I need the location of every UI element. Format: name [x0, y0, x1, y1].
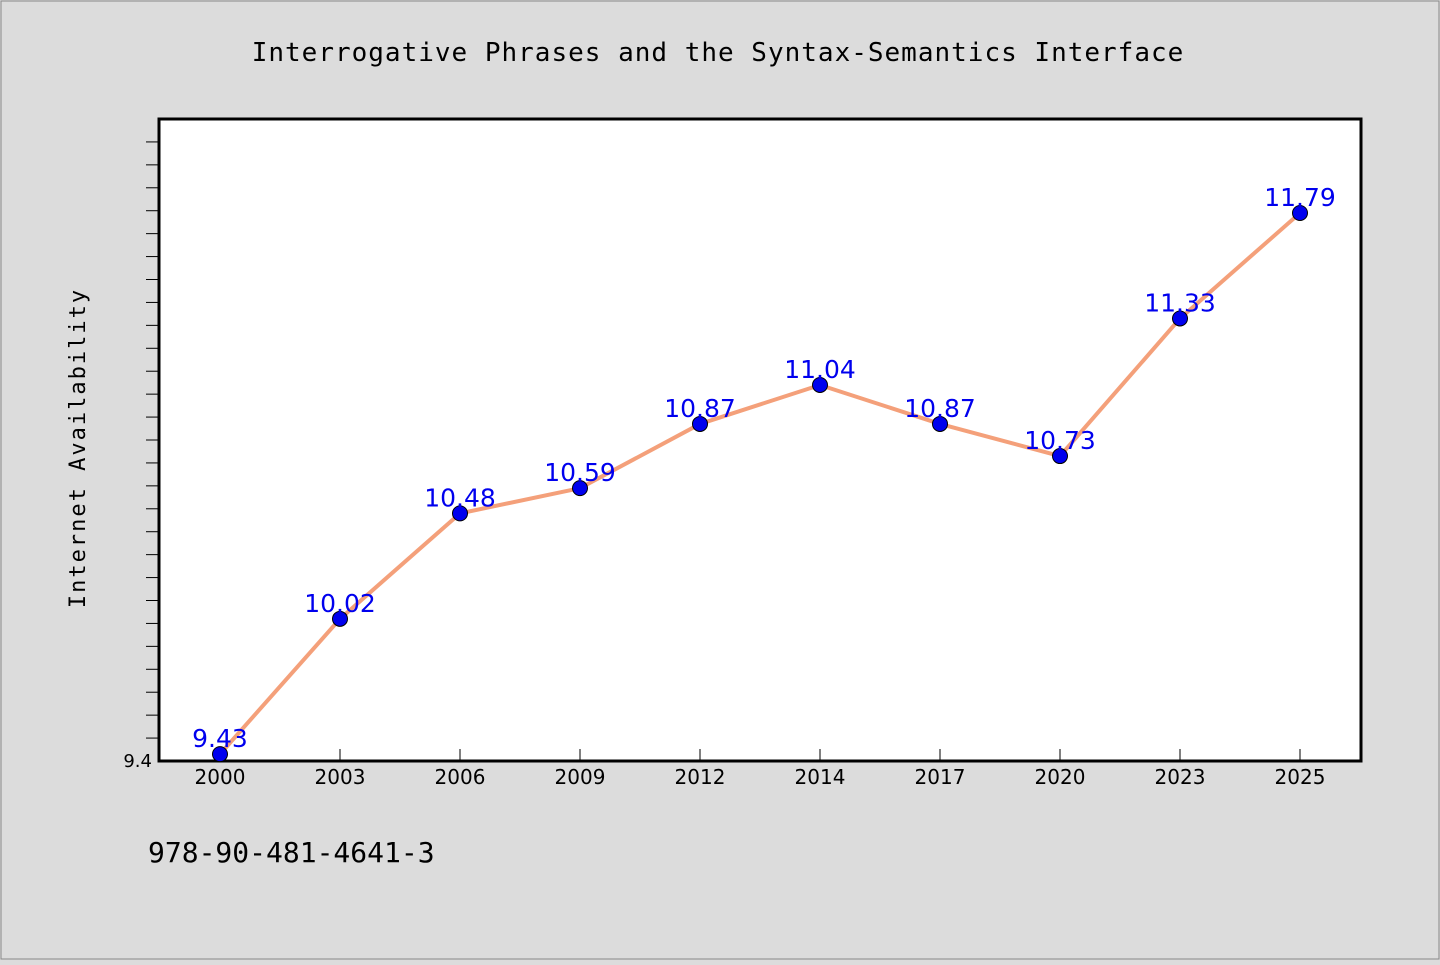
data-label: 9.43: [192, 724, 248, 753]
x-tick-label: 2020: [1035, 765, 1086, 789]
isbn-text: 978-90-481-4641-3: [148, 836, 435, 869]
data-label: 11.79: [1264, 183, 1336, 212]
data-point: [452, 505, 468, 522]
data-point: [932, 415, 948, 432]
data-point: [1052, 448, 1068, 465]
x-tick-label: 2009: [555, 765, 606, 789]
x-tick-label: 2012: [675, 765, 726, 789]
x-tick-label: 2003: [315, 765, 366, 789]
data-label: 10.87: [664, 394, 736, 423]
plot-area: [157, 117, 1363, 763]
series-layer: 9.43 10.02 10.48 10.59 10.87 11.04 10.87 10.73 1…: [192, 183, 1336, 763]
data-label: 11.04: [784, 355, 856, 384]
data-label: 10.02: [304, 589, 376, 618]
x-tick-label: 2017: [915, 765, 966, 789]
data-label: 10.48: [424, 483, 496, 512]
x-tick-label: 2014: [795, 765, 846, 789]
data-label: 10.73: [1024, 426, 1096, 455]
data-point: [812, 376, 828, 393]
data-point: [1172, 310, 1188, 327]
data-point: [572, 480, 588, 497]
x-axis-ticks: 2000 2003 2006 2009 2012 2014 2017 2020 2023 2025: [195, 749, 1326, 789]
series-line: [218, 211, 1302, 757]
y-axis-label: Internet Availability: [66, 288, 91, 608]
x-tick-label: 2025: [1275, 765, 1326, 789]
data-point: [332, 610, 348, 627]
x-tick-label: 2006: [435, 765, 486, 789]
y-tick-label: 9.4: [123, 751, 152, 772]
x-tick-label: 2000: [195, 765, 246, 789]
y-axis-ticks: [146, 141, 159, 739]
data-point: [1292, 205, 1308, 222]
data-label: 10.87: [904, 394, 976, 423]
chart-title: Interrogative Phrases and the Syntax-Sem…: [252, 38, 1185, 68]
data-label: 10.59: [544, 458, 616, 487]
data-point: [692, 415, 708, 432]
data-label: 11.33: [1144, 288, 1216, 317]
data-point: [212, 746, 228, 763]
x-tick-label: 2023: [1155, 765, 1206, 789]
